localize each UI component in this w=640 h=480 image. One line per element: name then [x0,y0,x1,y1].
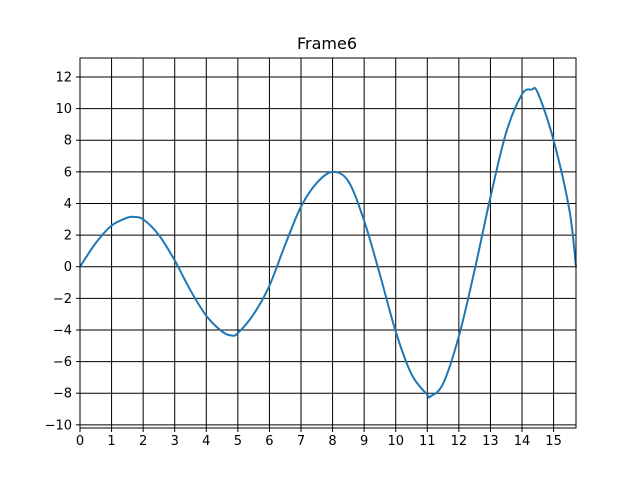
x-tick-label: 0 [76,434,84,449]
x-tick-label: 8 [328,434,336,449]
x-tick-label: 3 [171,434,179,449]
series-line [79,86,577,399]
x-tick-label: 15 [545,434,562,449]
x-tick-label: 9 [360,434,368,449]
y-tick-label: 12 [55,70,72,85]
x-tick-label: 10 [387,434,404,449]
series-group [79,86,577,399]
axis-ticks: 0 1 2 3 4 5 6 7 8 9 10 11 12 13 14 15−10−8−6−4−20246810… [45,70,562,449]
y-tick-label: 0 [64,260,72,275]
y-tick-label: 4 [64,197,72,212]
x-tick-label: 13 [482,434,499,449]
y-tick-label: −8 [53,387,72,402]
y-tick-label: 10 [55,102,72,117]
y-tick-label: 2 [64,229,72,244]
x-tick-label: 1 [107,434,115,449]
x-tick-label: 7 [297,434,305,449]
y-tick-label: 6 [64,165,72,180]
x-tick-label: 5 [234,434,242,449]
y-tick-label: −4 [53,323,72,338]
x-tick-label: 6 [265,434,273,449]
x-tick-label: 11 [419,434,436,449]
grid [79,58,576,428]
x-tick-label: 2 [139,434,147,449]
y-tick-label: 8 [64,134,72,149]
x-tick-label: 4 [202,434,210,449]
plot-frame [79,57,577,429]
y-tick-label: −6 [53,355,72,370]
chart-title: Frame6 [297,34,357,53]
x-tick-label: 14 [514,434,531,449]
y-tick-label: −2 [53,292,72,307]
x-tick-label: 12 [451,434,468,449]
y-tick-label: −10 [45,418,72,433]
